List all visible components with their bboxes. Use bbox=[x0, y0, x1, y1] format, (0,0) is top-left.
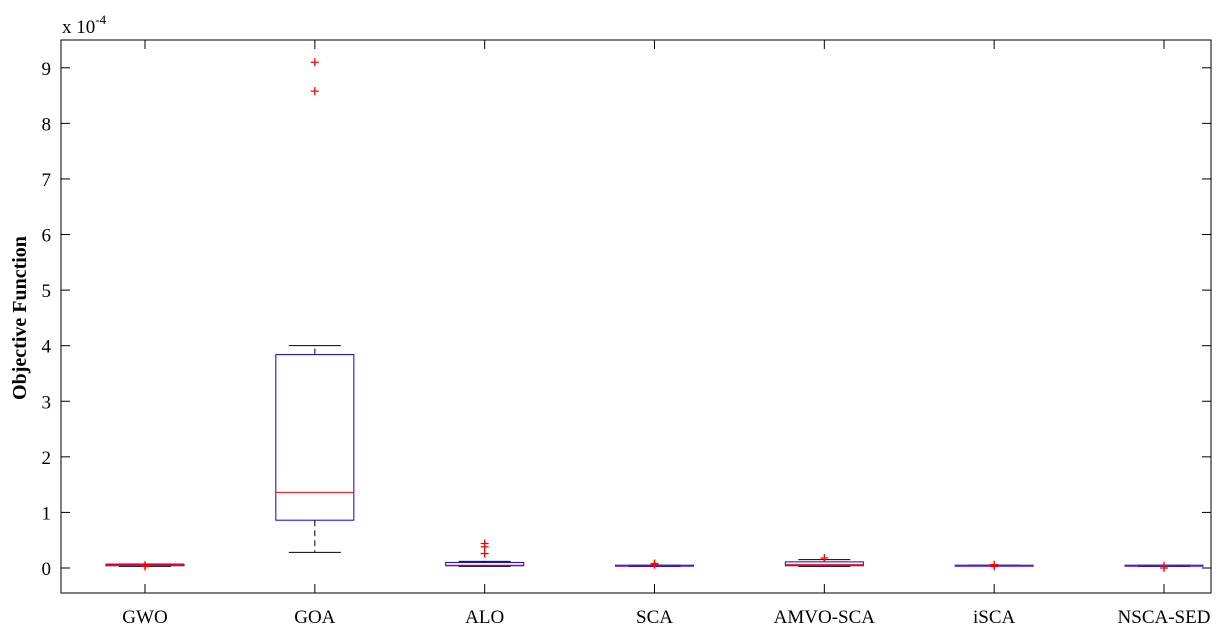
outlier-marker bbox=[480, 539, 489, 548]
y-axis-label: Objective Function bbox=[9, 236, 31, 400]
y-scale-base: x 10 bbox=[62, 17, 95, 38]
x-axis: GWO GOA ALO SCA AMVO-SCA iSCA NSCA-SED bbox=[122, 40, 1210, 628]
y-tick-label: 9 bbox=[42, 59, 52, 80]
y-tick-label: 1 bbox=[42, 503, 52, 524]
plot-area bbox=[60, 39, 1212, 594]
box-sca bbox=[615, 559, 694, 569]
x-tick-label: NSCA-SED bbox=[1118, 607, 1211, 628]
y-tick-label: 6 bbox=[42, 226, 52, 247]
box-alo bbox=[445, 539, 525, 567]
iqr-box bbox=[275, 354, 355, 521]
outlier-marker bbox=[820, 553, 829, 562]
y-tick-label: 5 bbox=[42, 281, 52, 302]
x-tick-label: iSCA bbox=[973, 607, 1016, 628]
box-isca bbox=[954, 560, 1034, 571]
y-tick-label: 0 bbox=[42, 559, 52, 580]
y-axis: 0 1 2 3 4 5 6 7 8 9 bbox=[42, 59, 1211, 580]
x-tick-label: AMVO-SCA bbox=[774, 607, 876, 628]
box-nsca-sed bbox=[1124, 561, 1204, 572]
outlier-marker bbox=[310, 58, 319, 67]
outlier-marker bbox=[650, 559, 659, 568]
y-tick-label: 4 bbox=[42, 337, 52, 358]
x-tick-label: GWO bbox=[122, 607, 167, 628]
box-goa bbox=[275, 58, 355, 553]
y-tick-label: 2 bbox=[42, 448, 52, 469]
x-tick-label: GOA bbox=[294, 607, 335, 628]
box-amvo-sca bbox=[784, 553, 864, 567]
y-scale-exponent: -4 bbox=[95, 12, 106, 27]
x-tick-label: SCA bbox=[636, 607, 673, 628]
boxes-layer bbox=[105, 58, 1204, 572]
outlier-marker bbox=[310, 87, 319, 96]
y-tick-label: 8 bbox=[42, 114, 52, 135]
iqr-box bbox=[445, 561, 525, 567]
y-scale-factor: x 10-4 bbox=[62, 12, 107, 38]
outlier-marker bbox=[480, 549, 489, 558]
x-tick-label: ALO bbox=[465, 607, 504, 628]
outlier-marker bbox=[990, 560, 999, 569]
outlier-marker bbox=[1160, 561, 1168, 570]
outlier-marker bbox=[141, 561, 149, 570]
y-tick-label: 7 bbox=[42, 170, 52, 191]
y-tick-label: 3 bbox=[42, 392, 52, 413]
box-gwo bbox=[105, 561, 185, 571]
